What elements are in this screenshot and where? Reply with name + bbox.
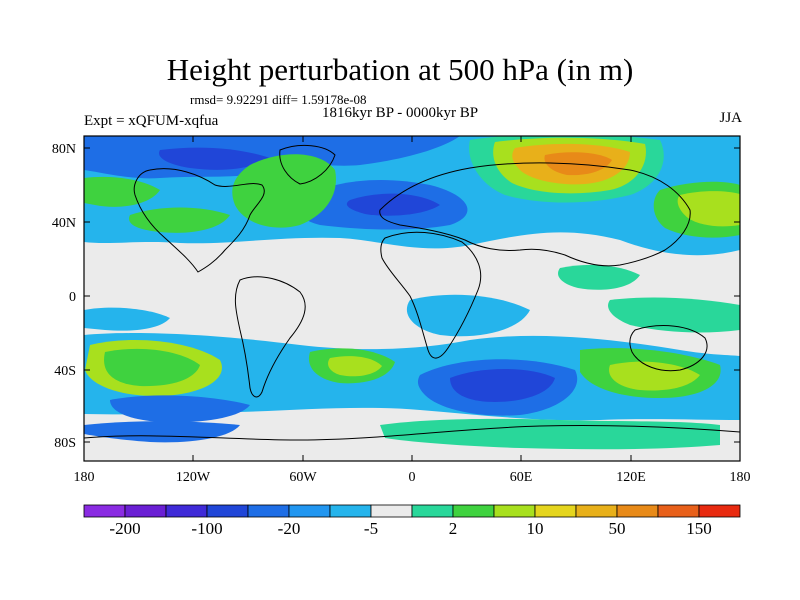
antarctica-coast [84,424,740,441]
colorbar-swatch [493,504,536,518]
colorbar-swatch [247,504,290,518]
lon-tick-label: 120E [616,470,646,485]
colorbar-label: -200 [109,519,140,538]
colorbar-swatch [329,504,372,518]
north-deep-blue [159,147,270,170]
colorbar-swatch [698,504,741,518]
stats-line: rmsd= 9.92291 diff= 1.59178e-08 [190,92,367,107]
south-blue-west [110,395,250,423]
south-green-pacific [104,348,200,387]
colorbar-label: 150 [686,519,712,538]
coastlines [84,144,740,441]
lat-tick-label: 40S [54,364,76,379]
colorbar: -200 -100 -20 -5 2 10 50 150 [83,504,741,538]
season-label: JJA [719,110,742,126]
europe-deep-blue [346,193,440,216]
lon-tick-label: 0 [409,470,416,485]
colorbar-label: -5 [364,519,378,538]
lon-tick-label: 60E [510,470,533,485]
colorbar-swatch [534,504,577,518]
greenland-coast [279,144,336,185]
colorbar-swatch [288,504,331,518]
period-label: 1816kyr BP - 0000kyr BP [321,105,479,121]
eurasia-coast [379,162,691,267]
colorbar-swatch [452,504,495,518]
lat-tick-label: 80N [52,142,76,157]
colorbar-swatch [206,504,249,518]
south-deep-blue-indian [450,369,555,402]
colorbar-swatch [370,504,413,518]
colorbar-label: 50 [609,519,626,538]
colorbar-swatch [657,504,700,518]
lon-tick-label: 120W [176,470,211,485]
map-title: Height perturbation at 500 hPa (in m) [166,52,634,87]
colorbar-swatch [616,504,659,518]
south-cyan-band [84,333,740,421]
south-america-coast [234,276,306,398]
south-yellow-east [609,361,700,391]
colorbar-label: -20 [278,519,301,538]
colorbar-swatch [411,504,454,518]
lon-axis: 180 120W 60W 0 60E 120E 180 [74,136,751,485]
anomaly-field [84,136,740,461]
colorbar-swatch [124,504,167,518]
alaska-green [84,176,160,207]
indian-green [558,264,640,290]
lat-tick-label: 0 [69,290,76,305]
pacific-green-tropic [608,297,740,333]
south-yellow-atlantic [328,356,382,377]
lon-tick-label: 60W [289,470,317,485]
pacific-north-yellow [677,191,740,227]
north-america-green [129,207,230,233]
colorbar-swatch [575,504,618,518]
lon-tick-label: 180 [74,470,95,485]
australia-coast [629,325,708,372]
colorbar-label: 2 [449,519,458,538]
colorbar-swatch [83,504,126,518]
lat-axis: 80N 40N 0 40S 80S [52,142,740,451]
colorbar-label: 10 [527,519,544,538]
north-america-coast [133,168,265,273]
lat-tick-label: 40N [52,216,76,231]
tropical-cyan-east [406,294,530,337]
lat-tick-label: 80S [54,436,76,451]
experiment-label: Expt = xQFUM-xqfua [84,113,219,129]
pacific-cyan-west [84,307,170,331]
colorbar-label: -100 [191,519,222,538]
africa-coast [380,231,482,359]
lon-tick-label: 180 [730,470,751,485]
atlantic-green [232,154,336,228]
colorbar-swatch [165,504,208,518]
